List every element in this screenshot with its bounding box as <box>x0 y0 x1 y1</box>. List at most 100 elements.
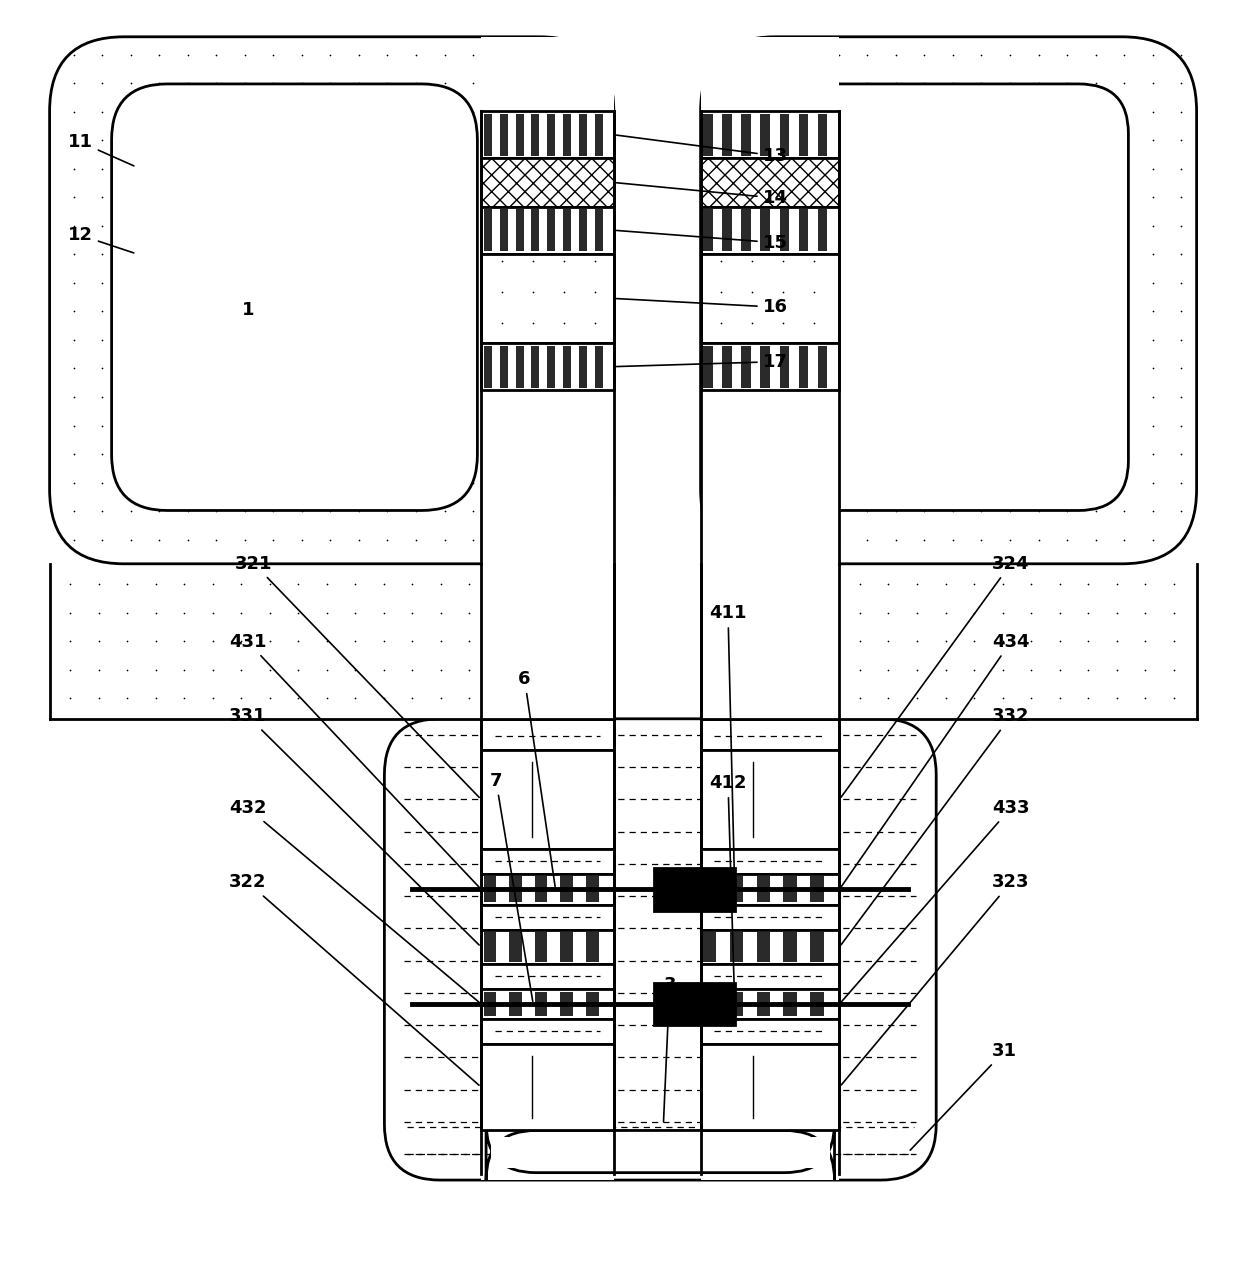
Text: 11: 11 <box>68 133 134 166</box>
Bar <box>484 114 491 155</box>
Text: 323: 323 <box>841 873 1029 1085</box>
Text: 12: 12 <box>68 226 134 253</box>
Text: 412: 412 <box>709 775 746 1001</box>
Bar <box>484 932 496 962</box>
Bar <box>810 932 823 962</box>
Bar <box>760 345 770 388</box>
Bar <box>701 564 839 719</box>
Bar <box>579 345 588 388</box>
Text: 17: 17 <box>616 353 787 370</box>
Bar <box>481 1019 614 1044</box>
Bar <box>655 983 734 1025</box>
Bar <box>742 209 751 252</box>
Bar <box>585 991 599 1016</box>
Bar <box>760 114 770 155</box>
Bar <box>510 932 522 962</box>
Text: 431: 431 <box>229 633 479 887</box>
Bar <box>701 719 839 750</box>
Bar <box>703 209 713 252</box>
Bar <box>780 114 789 155</box>
Bar <box>701 343 839 391</box>
Bar <box>500 345 507 388</box>
Bar <box>481 1044 614 1130</box>
Bar <box>563 114 572 155</box>
Bar <box>701 873 839 905</box>
FancyBboxPatch shape <box>112 83 477 511</box>
Bar <box>481 564 614 719</box>
Bar <box>481 905 614 929</box>
Bar <box>560 932 573 962</box>
Bar <box>585 876 599 902</box>
Bar <box>703 114 713 155</box>
FancyBboxPatch shape <box>486 1122 835 1181</box>
FancyBboxPatch shape <box>769 83 1128 511</box>
Bar <box>760 209 770 252</box>
Bar <box>579 114 588 155</box>
Bar <box>756 932 770 962</box>
Bar <box>481 990 614 1019</box>
Bar <box>563 209 572 252</box>
Bar <box>516 345 523 388</box>
Text: 324: 324 <box>841 555 1029 798</box>
Bar <box>585 932 599 962</box>
Bar <box>534 876 547 902</box>
Bar <box>742 345 751 388</box>
Bar <box>722 114 732 155</box>
Bar <box>481 207 614 254</box>
Bar <box>510 876 522 902</box>
Bar <box>818 345 827 388</box>
Bar <box>481 343 614 391</box>
Bar <box>839 564 1197 719</box>
Bar <box>484 345 491 388</box>
Text: 14: 14 <box>616 183 787 207</box>
Bar <box>516 114 523 155</box>
Text: 15: 15 <box>616 230 787 252</box>
Bar <box>701 719 839 1181</box>
Bar <box>579 209 588 252</box>
Bar <box>560 876 573 902</box>
Bar <box>703 991 717 1016</box>
Bar <box>701 37 839 564</box>
Bar <box>481 873 614 905</box>
Text: 1: 1 <box>242 301 254 319</box>
Bar <box>701 207 839 254</box>
Text: 322: 322 <box>229 873 479 1086</box>
Bar <box>481 1124 839 1174</box>
Bar <box>818 114 827 155</box>
Bar <box>655 867 734 911</box>
Bar <box>595 114 604 155</box>
Bar <box>484 991 496 1016</box>
Bar <box>701 990 839 1019</box>
Text: 434: 434 <box>841 633 1029 887</box>
Text: 7: 7 <box>490 772 533 1001</box>
Bar <box>742 114 751 155</box>
Bar <box>484 876 496 902</box>
Bar <box>481 750 614 849</box>
FancyBboxPatch shape <box>50 37 614 564</box>
Text: 3: 3 <box>663 976 676 1121</box>
Bar <box>532 345 539 388</box>
Bar <box>756 991 770 1016</box>
Bar <box>481 719 614 1181</box>
Bar <box>701 158 839 207</box>
Bar <box>548 345 556 388</box>
Bar <box>730 876 743 902</box>
Text: 16: 16 <box>616 298 787 316</box>
Bar <box>481 158 614 207</box>
Bar <box>532 114 539 155</box>
Bar <box>701 254 839 343</box>
Bar <box>534 991 547 1016</box>
Bar <box>722 345 732 388</box>
Bar <box>701 964 839 990</box>
Bar <box>532 209 539 252</box>
Bar <box>484 209 491 252</box>
Text: 411: 411 <box>709 604 746 886</box>
Bar <box>500 209 507 252</box>
Bar <box>481 719 614 750</box>
Bar <box>481 849 614 873</box>
Bar <box>799 114 808 155</box>
Bar <box>810 876 823 902</box>
Bar <box>701 111 839 158</box>
Bar <box>703 876 717 902</box>
Bar <box>500 114 507 155</box>
